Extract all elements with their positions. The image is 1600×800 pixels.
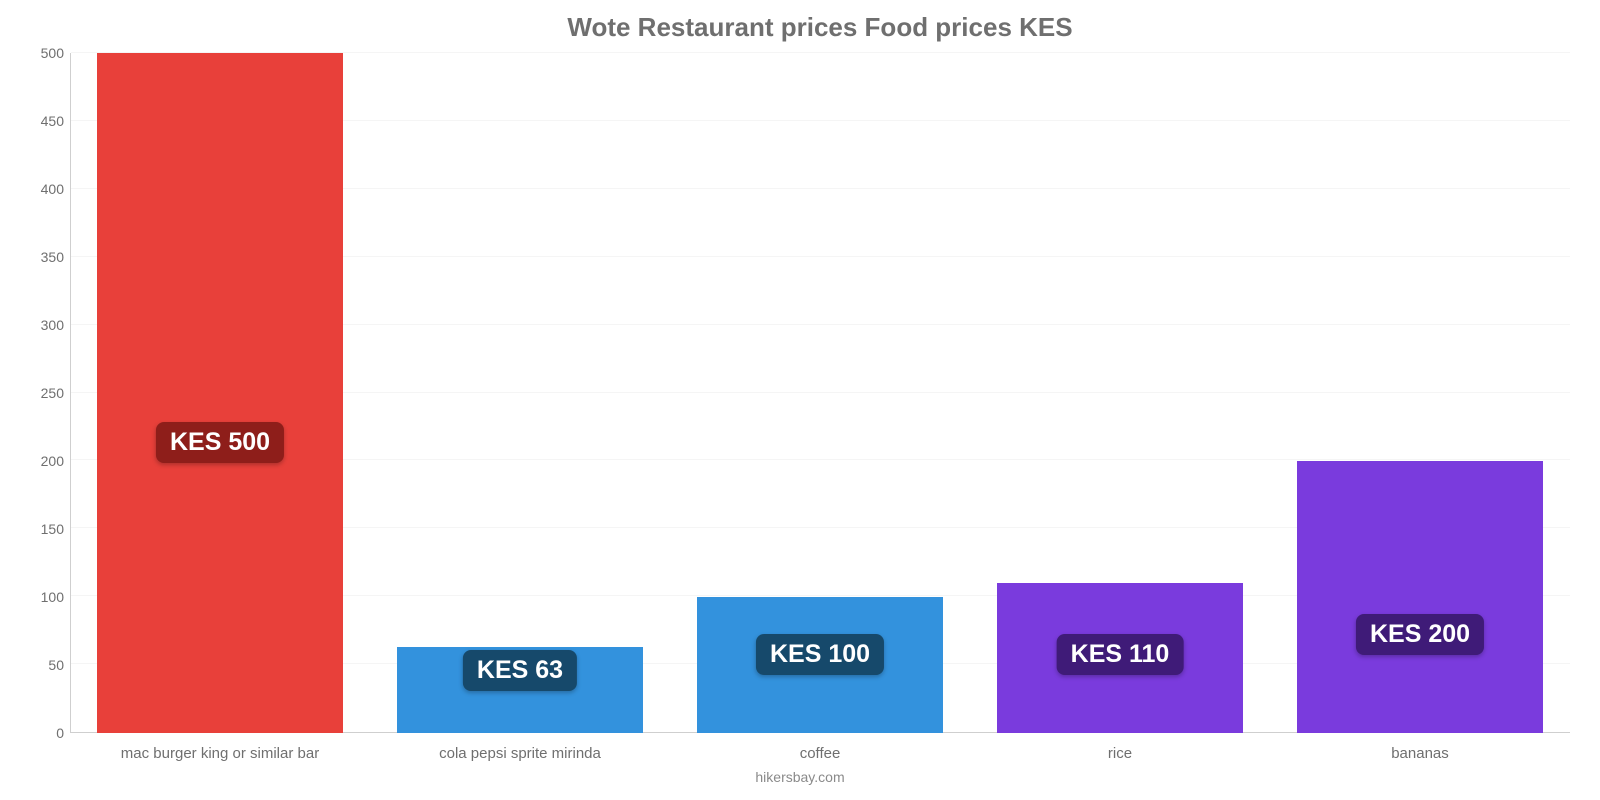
bar-slot: KES 100 [670,53,970,733]
value-badge: KES 500 [156,422,284,463]
y-tick-label: 150 [41,521,64,537]
y-tick-label: 250 [41,385,64,401]
y-tick-label: 450 [41,113,64,129]
bar-slot: KES 200 [1270,53,1570,733]
y-axis: 050100150200250300350400450500 [20,53,70,733]
y-tick-label: 100 [41,589,64,605]
bar-slot: KES 110 [970,53,1270,733]
credit-text: hikersbay.com [0,769,1600,785]
bars-layer: KES 500 KES 63 KES 100 KES 110 KES 200 [70,53,1570,733]
value-badge: KES 100 [756,634,884,675]
x-tick-label: coffee [670,745,970,762]
y-tick-label: 350 [41,249,64,265]
x-tick-label: bananas [1270,745,1570,762]
x-tick-label: mac burger king or similar bar [70,745,370,762]
x-tick-label: rice [970,745,1270,762]
x-tick-label: cola pepsi sprite mirinda [370,745,670,762]
plot-area: 050100150200250300350400450500 KES 500KE… [70,53,1570,733]
x-axis-labels: mac burger king or similar barcola pepsi… [70,745,1570,762]
value-badge: KES 63 [463,650,577,691]
y-tick-label: 500 [41,45,64,61]
chart-container: Wote Restaurant prices Food prices KES 0… [0,0,1600,800]
bar-slot: KES 500 [70,53,370,733]
y-tick-label: 0 [56,725,64,741]
bar [97,53,343,733]
chart-title: Wote Restaurant prices Food prices KES [70,12,1570,43]
value-badge: KES 200 [1356,614,1484,655]
bar-slot: KES 63 [370,53,670,733]
y-tick-label: 300 [41,317,64,333]
y-tick-label: 50 [48,657,64,673]
value-badge: KES 110 [1057,634,1184,675]
bar [1297,461,1543,733]
y-tick-label: 200 [41,453,64,469]
y-tick-label: 400 [41,181,64,197]
